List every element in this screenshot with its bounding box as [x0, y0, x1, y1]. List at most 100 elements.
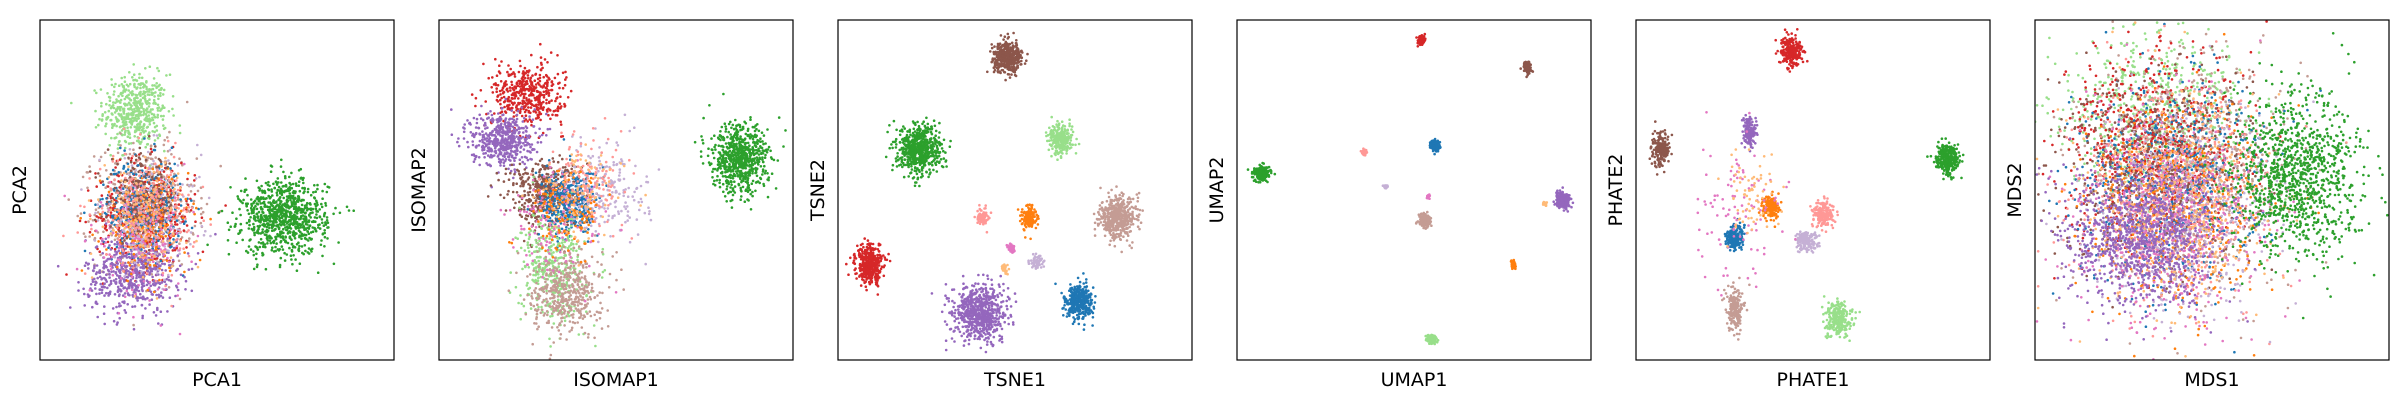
data-point: [286, 199, 290, 203]
data-point: [155, 257, 159, 260]
data-point: [112, 279, 116, 282]
data-point: [141, 316, 144, 320]
data-point: [109, 264, 112, 268]
data-point: [139, 296, 143, 300]
data-point: [151, 218, 155, 222]
data-point: [300, 203, 304, 207]
data-point: [168, 266, 171, 270]
data-point: [139, 243, 142, 247]
data-point: [174, 223, 177, 226]
data-point: [316, 271, 320, 275]
data-point: [186, 171, 190, 175]
data-point: [167, 175, 171, 179]
data-point: [117, 94, 120, 98]
data-point: [309, 193, 313, 197]
data-point: [70, 101, 73, 105]
data-point: [165, 190, 168, 193]
data-point: [318, 227, 322, 230]
data-point: [302, 252, 306, 256]
data-point: [202, 233, 206, 237]
data-point: [155, 134, 159, 137]
data-point: [280, 215, 284, 218]
data-point: [180, 161, 183, 165]
data-point: [185, 210, 189, 214]
data-point: [155, 297, 159, 300]
data-point: [181, 216, 185, 220]
data-point: [284, 185, 288, 188]
data-point: [117, 84, 121, 87]
data-point: [130, 164, 134, 167]
data-point: [114, 116, 118, 119]
data-point: [95, 245, 99, 248]
data-point: [135, 94, 139, 97]
data-point: [167, 191, 171, 194]
data-point: [517, 79, 520, 83]
data-point: [114, 271, 118, 274]
data-point: [500, 60, 503, 63]
data-point: [266, 205, 270, 209]
data-point: [130, 121, 133, 125]
data-point: [184, 288, 187, 291]
data-point: [137, 115, 140, 118]
data-point: [119, 221, 122, 224]
data-point: [134, 271, 137, 275]
data-point: [113, 183, 117, 186]
data-point: [256, 229, 259, 232]
data-point: [153, 254, 156, 258]
data-point: [163, 203, 166, 206]
data-point: [151, 167, 155, 171]
data-point: [111, 154, 115, 158]
data-point: [243, 188, 247, 192]
data-point: [303, 187, 307, 190]
data-point: [94, 176, 97, 179]
data-point: [149, 267, 153, 270]
data-point: [149, 232, 153, 235]
data-point: [512, 115, 516, 118]
data-point: [291, 182, 295, 186]
data-point: [133, 259, 136, 262]
data-point: [474, 104, 477, 108]
data-point: [160, 230, 163, 234]
data-point: [140, 270, 143, 273]
data-point: [315, 210, 319, 213]
data-point: [120, 179, 123, 182]
data-point: [517, 91, 521, 95]
data-point: [321, 189, 324, 193]
data-point: [144, 237, 147, 240]
data-point: [138, 103, 142, 106]
data-point: [134, 129, 137, 132]
data-point: [159, 94, 162, 98]
data-point: [108, 180, 112, 184]
data-point: [161, 296, 165, 299]
data-point: [126, 103, 129, 107]
data-point: [526, 74, 530, 77]
data-point: [142, 110, 146, 113]
data-point: [116, 285, 120, 289]
data-point: [101, 114, 104, 118]
data-point: [301, 220, 305, 224]
data-point: [123, 227, 126, 230]
data-point: [98, 213, 102, 216]
data-point: [187, 193, 190, 197]
data-point: [150, 172, 153, 176]
data-point: [120, 83, 124, 86]
data-point: [268, 239, 272, 242]
data-point: [289, 198, 292, 202]
data-point: [153, 264, 156, 267]
data-point: [157, 220, 161, 223]
data-point: [148, 271, 152, 274]
data-point: [91, 278, 94, 281]
data-point: [161, 271, 165, 275]
data-point: [510, 72, 514, 76]
data-point: [214, 232, 217, 236]
data-point: [110, 270, 113, 274]
data-point: [148, 273, 151, 276]
data-point: [253, 233, 256, 237]
data-point: [124, 196, 128, 199]
data-point: [294, 182, 298, 185]
data-point: [490, 86, 494, 89]
data-point: [150, 112, 154, 116]
data-point: [275, 191, 279, 194]
data-point: [95, 185, 98, 188]
data-point: [158, 212, 161, 215]
